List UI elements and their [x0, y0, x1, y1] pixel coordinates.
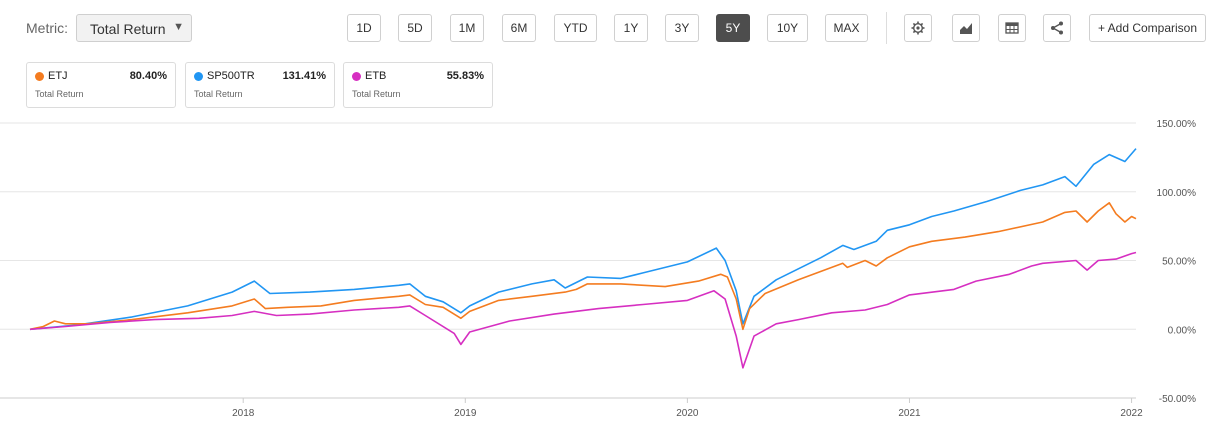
legend-card-etj[interactable]: ETJ 80.40% Total Return	[26, 62, 176, 108]
gear-icon	[911, 21, 925, 35]
table-icon	[1005, 22, 1019, 34]
range-button-ytd[interactable]: YTD	[554, 14, 597, 42]
legend-card-sp500tr[interactable]: SP500TR 131.41% Total Return	[185, 62, 335, 108]
x-tick-label: 2018	[232, 408, 255, 419]
range-button-1d[interactable]: 1D	[347, 14, 381, 42]
chart-type-button[interactable]	[952, 14, 980, 42]
legend-value: 80.40%	[129, 70, 167, 82]
legend-name: ETJ	[48, 70, 68, 82]
range-button-5y[interactable]: 5Y	[716, 14, 750, 42]
metric-label: Metric:	[26, 20, 68, 36]
metric-select-value: Total Return	[90, 21, 166, 37]
series-color-dot	[35, 72, 44, 81]
x-tick-label: 2019	[454, 408, 477, 419]
x-tick-label: 2020	[676, 408, 699, 419]
range-button-6m[interactable]: 6M	[502, 14, 536, 42]
range-button-3y[interactable]: 3Y	[665, 14, 699, 42]
legend-card-etb[interactable]: ETB 55.83% Total Return	[343, 62, 493, 108]
share-icon	[1051, 21, 1063, 35]
y-tick-label: -50.00%	[1159, 394, 1196, 405]
add-comparison-button[interactable]: + Add Comparison	[1089, 14, 1206, 42]
series-line-etj	[29, 202, 1137, 331]
series-color-dot	[352, 72, 361, 81]
y-tick-label: 50.00%	[1162, 257, 1196, 268]
chevron-down-icon: ▼	[173, 21, 184, 33]
chart-type-icon	[960, 23, 972, 34]
line-chart: 150.00% 100.00% 50.00% 0.00% -50.00% 2018 2019…	[0, 119, 1197, 419]
legend-name: SP500TR	[207, 70, 255, 82]
legend-sub: Total Return	[35, 89, 84, 99]
y-tick-label: 150.00%	[1157, 119, 1197, 130]
legend-sub: Total Return	[352, 89, 401, 99]
legend-value: 131.41%	[282, 70, 326, 82]
x-tick-label: 2022	[1120, 408, 1143, 419]
range-button-1y[interactable]: 1Y	[614, 14, 648, 42]
toolbar-divider	[886, 12, 887, 44]
share-button[interactable]	[1043, 14, 1071, 42]
series-line-sp500tr	[29, 148, 1137, 331]
series-color-dot	[194, 72, 203, 81]
series-line-etb	[29, 251, 1137, 369]
legend-name: ETB	[365, 70, 387, 82]
y-tick-label: 0.00%	[1168, 325, 1196, 336]
x-tick-label: 2021	[898, 408, 921, 419]
range-button-10y[interactable]: 10Y	[767, 14, 808, 42]
table-button[interactable]	[998, 14, 1026, 42]
settings-button[interactable]	[904, 14, 932, 42]
metric-select[interactable]: Total Return ▼	[76, 14, 192, 42]
range-button-5d[interactable]: 5D	[398, 14, 432, 42]
legend-value: 55.83%	[446, 70, 484, 82]
legend-sub: Total Return	[194, 89, 243, 99]
y-tick-label: 100.00%	[1157, 188, 1197, 199]
range-button-max[interactable]: MAX	[825, 14, 868, 42]
range-button-1m[interactable]: 1M	[450, 14, 484, 42]
